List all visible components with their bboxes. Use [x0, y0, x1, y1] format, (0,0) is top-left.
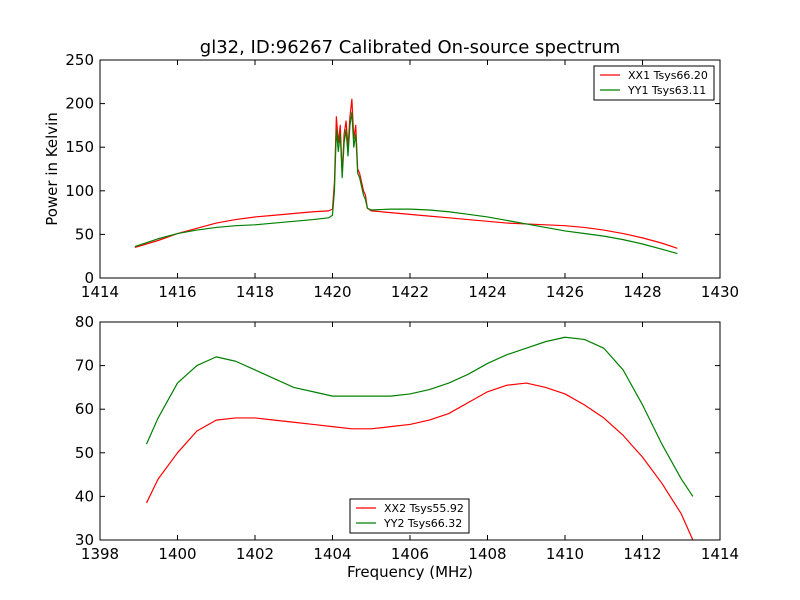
chart-title: gl32, ID:96267 Calibrated On-source spec…	[200, 37, 620, 58]
y-tick-label: 50	[75, 444, 94, 462]
y-tick-label: 50	[75, 225, 94, 243]
x-tick-label: 1400	[158, 545, 196, 563]
legend: XX1 Tsys66.20 YY1 Tsys63.11	[593, 65, 715, 101]
x-tick-label: 1398	[81, 545, 119, 563]
series-line-1	[134, 98, 678, 249]
x-tick-label: 1424	[468, 283, 506, 301]
x-tick-label: 1412	[623, 545, 661, 563]
y-tick-label: 200	[65, 95, 94, 113]
x-axis-label: Frequency (MHz)	[347, 563, 473, 581]
bottom-panel: 1398 1400 1402 1404 1406 1408 1410 1412 1414 30 40…	[75, 313, 739, 563]
y-tick-label: 150	[65, 138, 94, 156]
x-tick-label: 1406	[391, 545, 429, 563]
y-axis-label: Power in Kelvin	[43, 112, 61, 226]
y-tick-label: 60	[75, 400, 94, 418]
legend: XX2 Tsys55.92 YY2 Tsys66.32	[349, 498, 470, 534]
series-line-1	[145, 382, 694, 541]
x-tick-label: 1428	[623, 283, 661, 301]
x-tick-label: 1404	[313, 545, 351, 563]
x-tick-label: 1414	[81, 283, 119, 301]
x-tick-label: 1422	[391, 283, 429, 301]
y-tick-label: 30	[75, 531, 94, 549]
x-tick-label: 1430	[701, 283, 739, 301]
top-panel: 1414 1416 1418 1420 1422 1424 1426 1428 1430 0 50 1…	[65, 51, 739, 301]
x-tick-label: 1420	[313, 283, 351, 301]
x-tick-label: 1408	[468, 545, 506, 563]
y-tick-label: 70	[75, 357, 94, 375]
y-tick-label: 40	[75, 487, 94, 505]
series-line-2	[145, 336, 694, 497]
legend-label: XX1 Tsys66.20	[628, 69, 708, 82]
legend-box	[349, 498, 470, 534]
legend-box	[593, 65, 715, 101]
x-tick-label: 1410	[546, 545, 584, 563]
y-tick-label: 80	[75, 313, 94, 331]
x-tick-label: 1414	[701, 545, 739, 563]
legend-label: YY1 Tsys63.11	[627, 84, 706, 97]
x-tick-label: 1402	[236, 545, 274, 563]
y-tick-label: 100	[65, 182, 94, 200]
legend-label: YY2 Tsys66.32	[383, 517, 462, 530]
x-tick-label: 1418	[236, 283, 274, 301]
x-tick-label: 1426	[546, 283, 584, 301]
y-tick-label: 0	[84, 269, 94, 287]
x-tick-label: 1416	[158, 283, 196, 301]
legend-label: XX2 Tsys55.92	[384, 502, 464, 515]
series-line-2	[134, 111, 678, 255]
y-tick-label: 250	[65, 51, 94, 69]
